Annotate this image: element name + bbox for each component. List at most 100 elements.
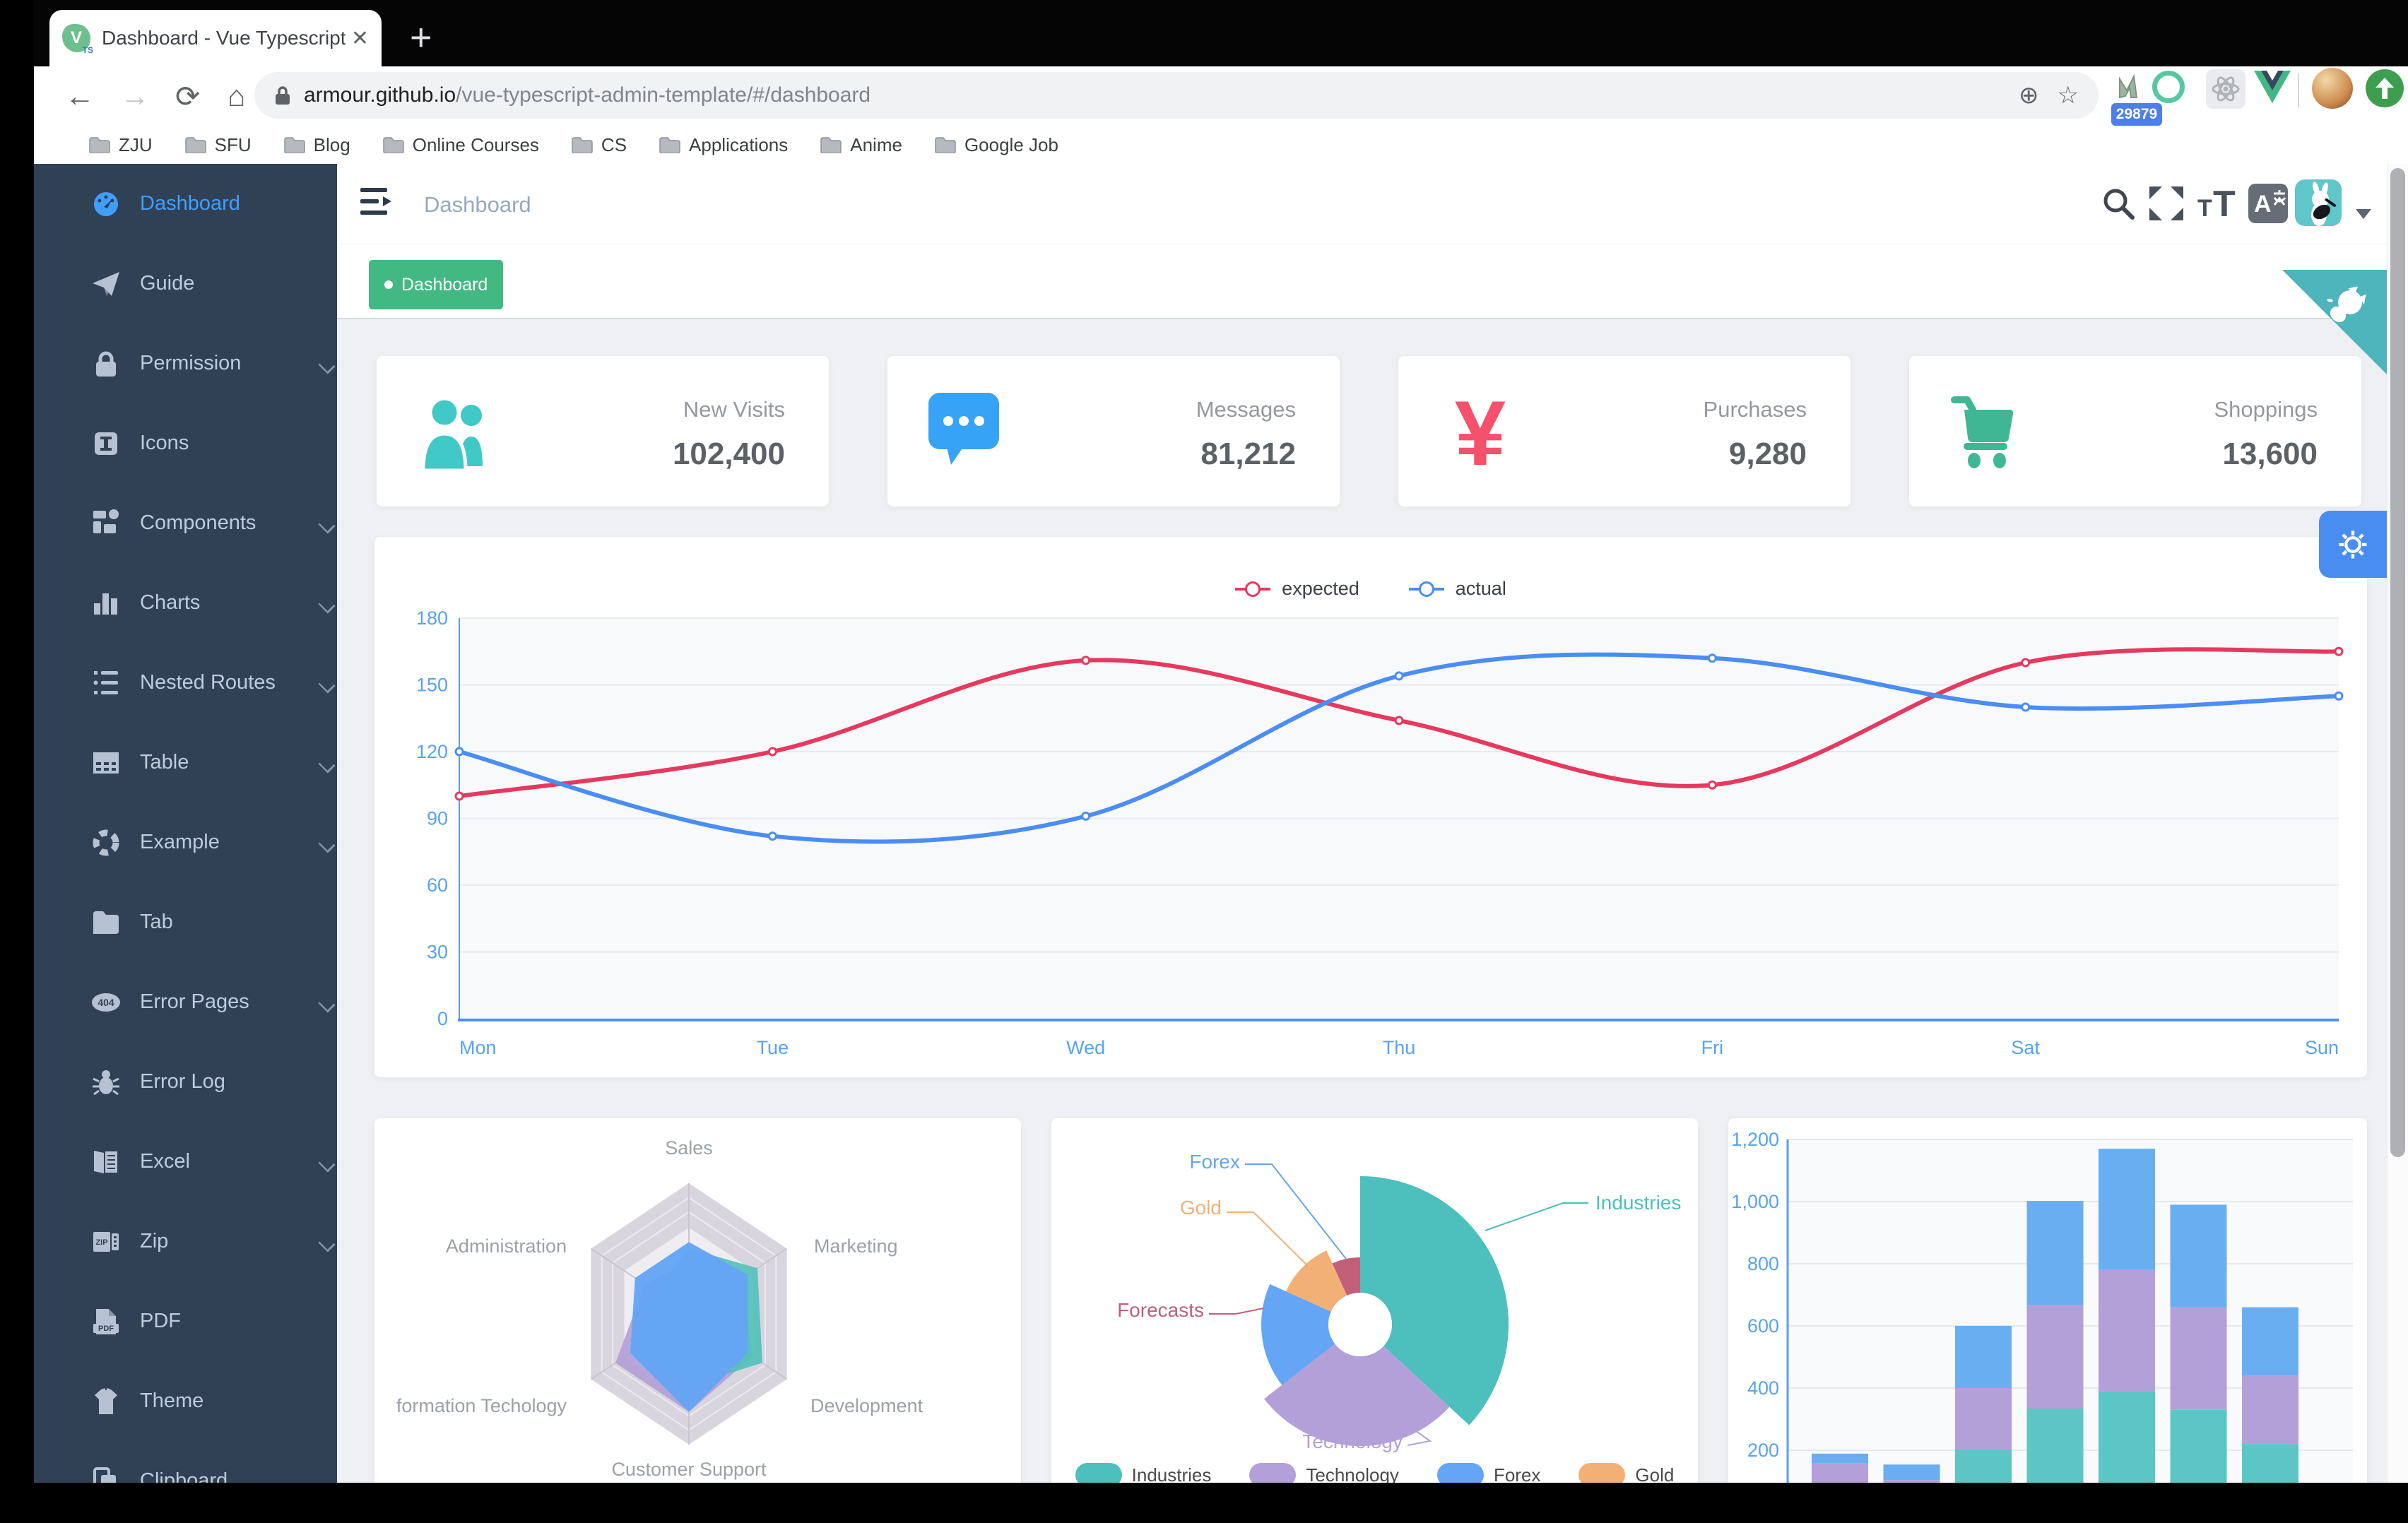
reload-icon[interactable]: ⟳ — [175, 80, 201, 113]
user-avatar[interactable] — [2295, 179, 2342, 226]
extension-vue-icon[interactable] — [2254, 71, 2291, 105]
stat-card-shoppings[interactable]: Shoppings 13,600 — [1909, 356, 2361, 506]
extension-ring-icon[interactable] — [2152, 71, 2185, 103]
sidebar-item-label: Table — [140, 751, 189, 774]
folder-icon — [382, 136, 404, 153]
radar-chart[interactable]: Sales Marketing Development Customer Suppor… — [374, 1118, 1021, 1523]
fullscreen-icon[interactable] — [2148, 185, 2185, 222]
sidebar-item-pdf[interactable]: PDF PDF — [34, 1281, 337, 1361]
radar-series-blue — [630, 1242, 748, 1412]
bookmark-item[interactable]: SFU — [184, 134, 252, 156]
extension-react-icon[interactable] — [2206, 69, 2245, 109]
pie-label: Forex — [1189, 1151, 1240, 1173]
bookmark-star-icon[interactable]: ☆ — [2057, 82, 2079, 109]
sidebar-item-label: Excel — [140, 1150, 190, 1173]
translate-icon[interactable]: A — [2248, 184, 2288, 223]
folder-icon — [820, 136, 842, 153]
radar-chart-card: Sales Marketing Development Customer Suppor… — [374, 1118, 1021, 1523]
sidebar-item-table[interactable]: Table — [34, 723, 337, 802]
sidebar-item-theme[interactable]: Theme — [34, 1361, 337, 1441]
sidebar-item-clipboard[interactable]: Clipboard — [34, 1441, 337, 1483]
stat-value: 102,400 — [672, 437, 785, 471]
x-tick-label: Sun — [2305, 1037, 2339, 1058]
y-tick-label: 90 — [427, 808, 448, 829]
github-corner-ribbon[interactable] — [2282, 270, 2387, 377]
search-icon[interactable] — [2100, 185, 2137, 222]
pie-chart-legend[interactable]: Industries Technology Forex Gold — [1051, 1463, 1698, 1487]
sidebar-item-icons[interactable]: Icons — [34, 403, 337, 483]
sidebar-item-dashboard[interactable]: Dashboard — [34, 164, 337, 244]
folder-icon — [184, 136, 206, 153]
legend-marker — [1408, 581, 1444, 597]
bookmark-item[interactable]: Online Courses — [382, 134, 539, 156]
bookmark-item[interactable]: Applications — [659, 134, 788, 156]
stat-card-purchases[interactable]: ¥ Purchases 9,280 — [1398, 356, 1851, 506]
money-icon: ¥ — [1438, 391, 1523, 473]
sidebar-item-tab[interactable]: Tab — [34, 882, 337, 962]
back-icon[interactable]: ← — [65, 79, 95, 112]
line-chart-legend[interactable]: expected actual — [374, 578, 2367, 600]
lock-icon — [90, 348, 122, 379]
bar-chart[interactable]: 200 400 600 800 1,000 1,200 — [1728, 1118, 2367, 1523]
pie-legend-item-technology[interactable]: Technology — [1249, 1463, 1399, 1487]
chevron-down-icon — [318, 995, 336, 1013]
bookmark-item[interactable]: ZJU — [89, 134, 153, 156]
bookmark-item[interactable]: CS — [572, 134, 627, 156]
y-tick-label: 30 — [427, 942, 448, 963]
browser-tab[interactable]: V TS Dashboard - Vue Typescript Ad ✕ — [49, 10, 382, 66]
sidebar-item-charts[interactable]: Charts — [34, 563, 337, 643]
lock-icon — [276, 86, 290, 105]
forward-icon[interactable]: → — [120, 79, 150, 112]
hamburger-icon[interactable] — [360, 186, 396, 218]
bookmark-item[interactable]: Anime — [820, 134, 902, 156]
zoom-page-icon[interactable]: ⊕ — [2019, 82, 2039, 109]
new-tab-button[interactable]: + — [410, 16, 432, 59]
sidebar-item-label: Guide — [140, 272, 195, 295]
svg-text:A: A — [2254, 191, 2272, 218]
extension-separator — [2298, 73, 2299, 107]
data-point — [1081, 811, 1091, 821]
y-tick-label: 600 — [1747, 1315, 1779, 1337]
sidebar-item-nested-routes[interactable]: Nested Routes — [34, 643, 337, 723]
chevron-down-icon[interactable] — [2356, 209, 2371, 219]
bookmark-item[interactable]: Blog — [283, 134, 350, 156]
sidebar-item-label: Error Pages — [140, 990, 249, 1013]
stat-card-messages[interactable]: Messages 81,212 — [887, 356, 1340, 506]
sidebar-item-label: Components — [140, 511, 256, 534]
legend-label: actual — [1455, 578, 1506, 599]
tab-close-icon[interactable]: ✕ — [350, 26, 369, 50]
cart-icon — [1949, 391, 2034, 473]
message-icon — [927, 391, 1012, 473]
sidebar-item-error-pages[interactable]: 404 Error Pages — [34, 962, 337, 1042]
sidebar-item-example[interactable]: Example — [34, 802, 337, 882]
update-chrome-icon[interactable] — [2366, 69, 2404, 107]
sidebar-item-zip[interactable]: ZIP Zip — [34, 1202, 337, 1281]
y-tick-label: 800 — [1747, 1253, 1779, 1274]
home-icon[interactable]: ⌂ — [228, 79, 246, 112]
tag-dashboard[interactable]: Dashboard — [369, 260, 504, 309]
line-chart[interactable]: 0 30 60 90 120 150 180 Mon Tue Wed Thu Fri Sat Sun — [374, 537, 2367, 1077]
extension-m-icon[interactable] — [2115, 69, 2149, 103]
stat-value: 13,600 — [2222, 437, 2318, 471]
sidebar-item-guide[interactable]: Guide — [34, 244, 337, 324]
legend-item-actual[interactable]: actual — [1408, 578, 1506, 600]
stat-card-new-visits[interactable]: New Visits 102,400 — [377, 356, 829, 506]
x-tick-label: Wed — [1066, 1037, 1105, 1058]
url-bar[interactable]: armour.github.io /vue-typescript-admin-t… — [254, 72, 2099, 119]
data-point — [1394, 716, 1404, 725]
sidebar-item-excel[interactable]: Excel — [34, 1122, 337, 1202]
dashboard-icon — [90, 189, 122, 220]
sidebar-item-error-log[interactable]: Error Log — [34, 1042, 337, 1122]
page-scrollbar-thumb[interactable] — [2390, 168, 2405, 1157]
legend-item-expected[interactable]: expected — [1235, 578, 1359, 600]
pie-label: Technology — [1302, 1430, 1403, 1452]
sidebar-item-permission[interactable]: Permission — [34, 324, 337, 403]
components-icon — [90, 508, 122, 539]
settings-panel-button[interactable] — [2319, 511, 2387, 578]
profile-avatar[interactable] — [2312, 68, 2353, 109]
bookmark-item[interactable]: Google Job — [935, 134, 1058, 156]
pie-chart[interactable]: Industries Technology Forex Gold Forecasts — [1051, 1118, 1698, 1523]
bug-icon — [90, 1067, 122, 1098]
sidebar-item-components[interactable]: Components — [34, 483, 337, 563]
